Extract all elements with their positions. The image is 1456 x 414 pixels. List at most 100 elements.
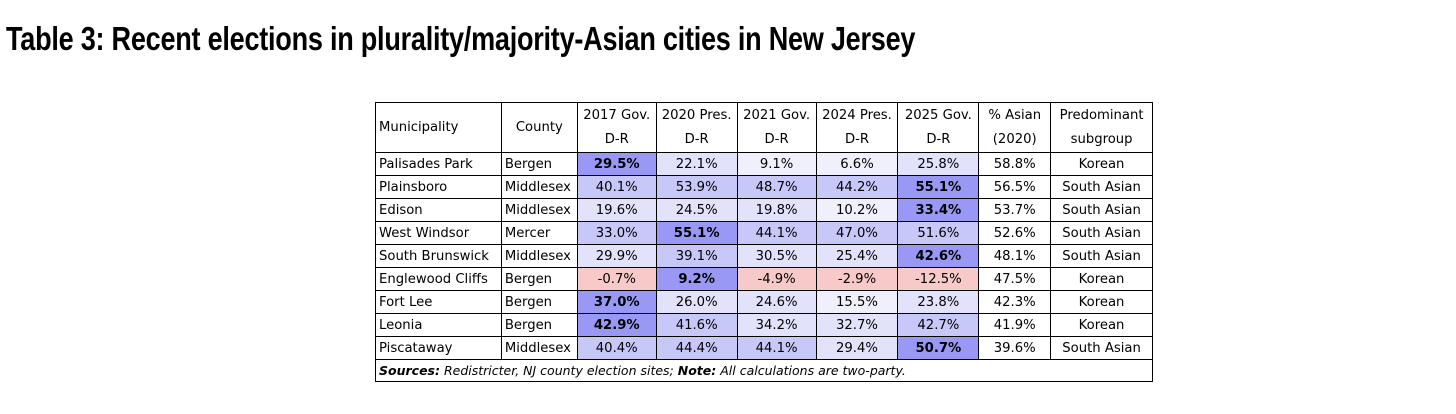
county-cell: Middlesex [500,175,578,199]
margin-cell-2020-pres: 44.4% [655,336,738,360]
county-cell: Mercer [500,221,578,245]
margin-cell-2025-gov: 42.7% [897,313,980,337]
margin-cell-2020-pres: 41.6% [655,313,738,337]
margin-cell-2024-pres: 15.5% [815,290,899,314]
header-pct-asian: % Asian (2020) [978,102,1052,153]
results-table: Municipality County 2017 Gov. D-R 2020 Pr… [375,102,1153,382]
table-row: Fort Lee Bergen 37.0% 26.0% 24.6% 15.5% 23.8% 4… [375,290,1153,314]
margin-cell-2021-gov: 44.1% [736,221,817,245]
municipality-cell: Leonia [375,313,502,337]
subgroup-cell: South Asian [1050,221,1153,245]
margin-cell-2017-gov: -0.7% [576,267,657,291]
pct-asian-cell: 39.6% [978,336,1052,360]
municipality-cell: Fort Lee [375,290,502,314]
margin-cell-2025-gov: 55.1% [897,175,980,199]
subgroup-cell: South Asian [1050,336,1153,360]
margin-cell-2017-gov: 33.0% [576,221,657,245]
municipality-cell: West Windsor [375,221,502,245]
county-cell: Bergen [500,290,578,314]
subgroup-cell: South Asian [1050,244,1153,268]
county-cell: Bergen [500,267,578,291]
margin-cell-2025-gov: 23.8% [897,290,980,314]
table-row: Palisades Park Bergen 29.5% 22.1% 9.1% 6.6% 25… [375,152,1153,176]
header-row: Municipality County 2017 Gov. D-R 2020 Pr… [375,102,1153,153]
margin-cell-2017-gov: 40.1% [576,175,657,199]
pct-asian-cell: 42.3% [978,290,1052,314]
municipality-cell: Palisades Park [375,152,502,176]
margin-cell-2017-gov: 42.9% [576,313,657,337]
margin-cell-2020-pres: 53.9% [655,175,738,199]
county-cell: Bergen [500,152,578,176]
subgroup-cell: Korean [1050,313,1153,337]
header-2024-pres: 2024 Pres. D-R [815,102,899,153]
margin-cell-2021-gov: 44.1% [736,336,817,360]
margin-cell-2024-pres: 32.7% [815,313,899,337]
municipality-cell: Englewood Cliffs [375,267,502,291]
margin-cell-2020-pres: 24.5% [655,198,738,222]
margin-cell-2025-gov: 51.6% [897,221,980,245]
margin-cell-2024-pres: 47.0% [815,221,899,245]
margin-cell-2021-gov: 9.1% [736,152,817,176]
header-2025-gov: 2025 Gov. D-R [897,102,980,153]
header-county: County [500,102,578,153]
pct-asian-cell: 47.5% [978,267,1052,291]
margin-cell-2024-pres: 6.6% [815,152,899,176]
municipality-cell: Edison [375,198,502,222]
margin-cell-2025-gov: 33.4% [897,198,980,222]
margin-cell-2024-pres: -2.9% [815,267,899,291]
margin-cell-2025-gov: 50.7% [897,336,980,360]
pct-asian-cell: 58.8% [978,152,1052,176]
header-subgroup: Predominant subgroup [1050,102,1153,153]
pct-asian-cell: 52.6% [978,221,1052,245]
pct-asian-cell: 41.9% [978,313,1052,337]
margin-cell-2021-gov: 48.7% [736,175,817,199]
margin-cell-2025-gov: -12.5% [897,267,980,291]
table-row: Leonia Bergen 42.9% 41.6% 34.2% 32.7% 42.7% 41.… [375,313,1153,337]
table-row: Piscataway Middlesex 40.4% 44.4% 44.1% 29.4% 5… [375,336,1153,360]
margin-cell-2025-gov: 42.6% [897,244,980,268]
pct-asian-cell: 53.7% [978,198,1052,222]
pct-asian-cell: 48.1% [978,244,1052,268]
margin-cell-2020-pres: 9.2% [655,267,738,291]
margin-cell-2024-pres: 29.4% [815,336,899,360]
margin-cell-2021-gov: 24.6% [736,290,817,314]
table-row: West Windsor Mercer 33.0% 55.1% 44.1% 47.0% 51… [375,221,1153,245]
header-2021-gov: 2021 Gov. D-R [736,102,817,153]
margin-cell-2024-pres: 44.2% [815,175,899,199]
margin-cell-2024-pres: 10.2% [815,198,899,222]
results-table-container: Municipality County 2017 Gov. D-R 2020 Pr… [375,102,1153,382]
margin-cell-2021-gov: -4.9% [736,267,817,291]
table-row: Edison Middlesex 19.6% 24.5% 19.8% 10.2% 33.4%… [375,198,1153,222]
header-2020-pres: 2020 Pres. D-R [655,102,738,153]
subgroup-cell: Korean [1050,267,1153,291]
margin-cell-2017-gov: 40.4% [576,336,657,360]
margin-cell-2021-gov: 30.5% [736,244,817,268]
table-row: Plainsboro Middlesex 40.1% 53.9% 48.7% 44.2% 5… [375,175,1153,199]
margin-cell-2017-gov: 37.0% [576,290,657,314]
margin-cell-2017-gov: 29.5% [576,152,657,176]
subgroup-cell: Korean [1050,290,1153,314]
table-body: Palisades Park Bergen 29.5% 22.1% 9.1% 6.6% 25… [375,152,1153,360]
table-row: Englewood Cliffs Bergen -0.7% 9.2% -4.9% -2.9… [375,267,1153,291]
header-municipality: Municipality [375,102,502,153]
sources-note: Sources: Redistricter, NJ county electio… [375,359,1153,382]
municipality-cell: South Brunswick [375,244,502,268]
margin-cell-2017-gov: 29.9% [576,244,657,268]
margin-cell-2025-gov: 25.8% [897,152,980,176]
margin-cell-2017-gov: 19.6% [576,198,657,222]
margin-cell-2021-gov: 34.2% [736,313,817,337]
subgroup-cell: South Asian [1050,198,1153,222]
municipality-cell: Plainsboro [375,175,502,199]
header-2017-gov: 2017 Gov. D-R [576,102,657,153]
municipality-cell: Piscataway [375,336,502,360]
sources-row: Sources: Redistricter, NJ county electio… [375,359,1153,382]
margin-cell-2020-pres: 26.0% [655,290,738,314]
subgroup-cell: South Asian [1050,175,1153,199]
margin-cell-2021-gov: 19.8% [736,198,817,222]
county-cell: Middlesex [500,244,578,268]
margin-cell-2020-pres: 55.1% [655,221,738,245]
margin-cell-2024-pres: 25.4% [815,244,899,268]
table-title: Table 3: Recent elections in plurality/m… [6,20,916,57]
margin-cell-2020-pres: 22.1% [655,152,738,176]
table-row: South Brunswick Middlesex 29.9% 39.1% 30.5% 2… [375,244,1153,268]
